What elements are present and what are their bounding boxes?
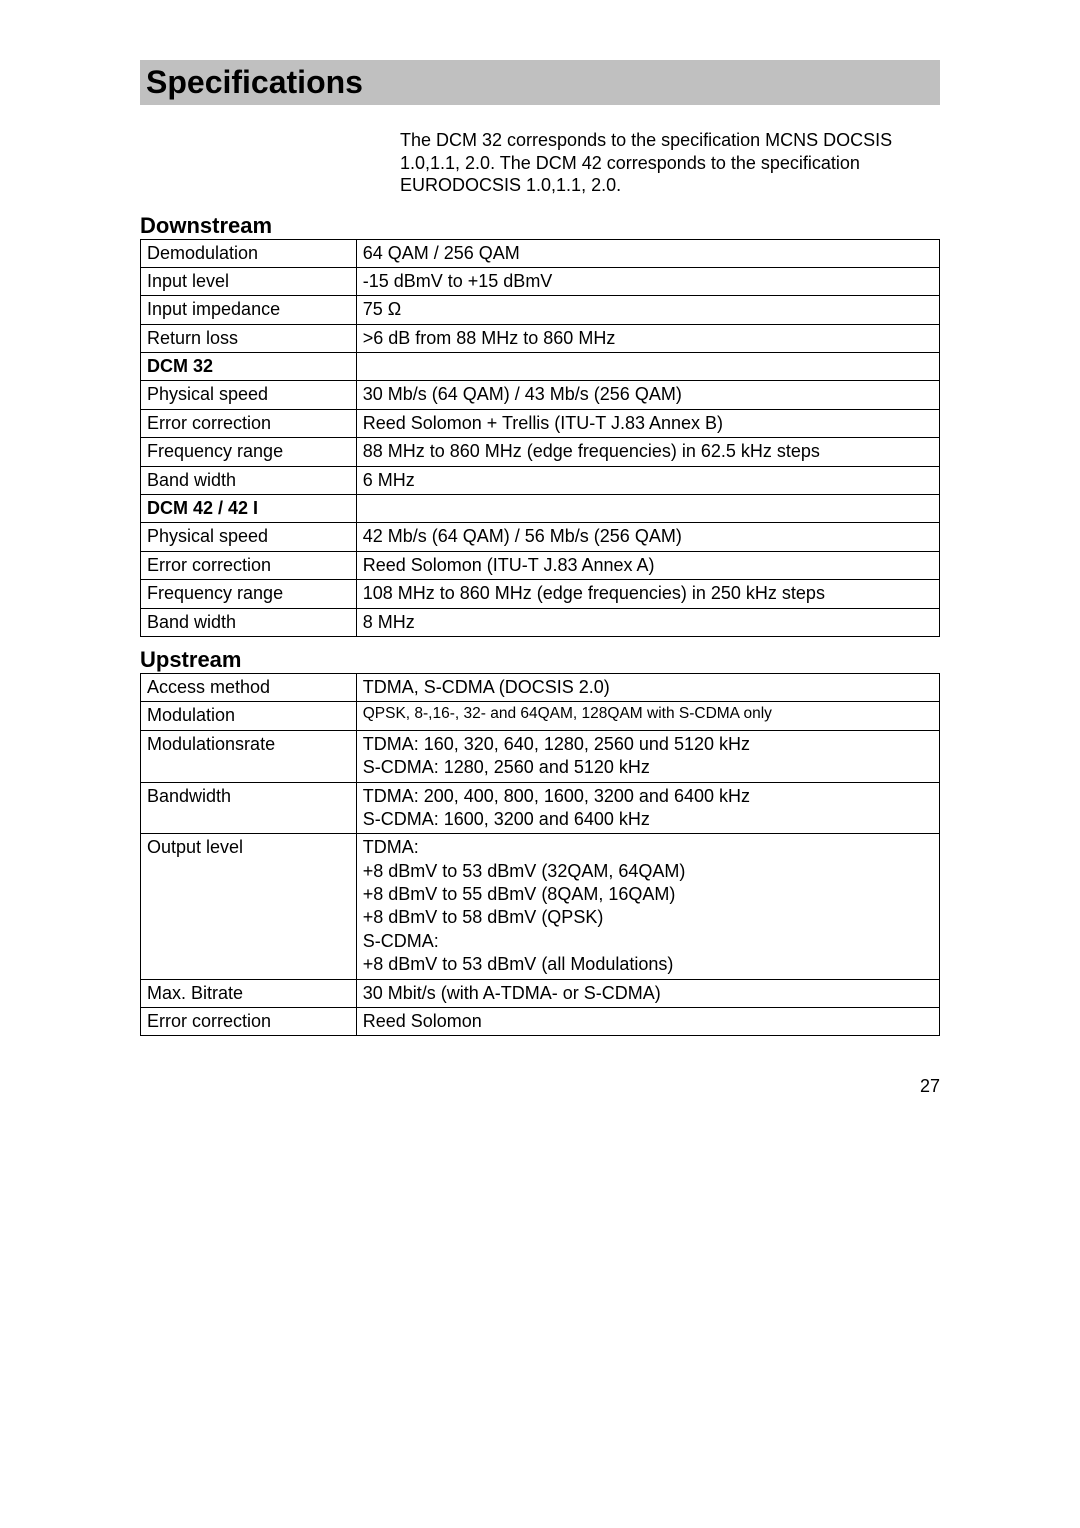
spec-label: Output level [141, 834, 357, 979]
spec-label: Error correction [141, 1008, 357, 1036]
spec-value: TDMA: 200, 400, 800, 1600, 3200 and 6400… [356, 782, 939, 834]
spec-label: Input impedance [141, 296, 357, 324]
upstream-table: Access methodTDMA, S-CDMA (DOCSIS 2.0)Mo… [140, 673, 940, 1036]
table-row: Output levelTDMA: +8 dBmV to 53 dBmV (32… [141, 834, 940, 979]
table-row: ModulationQPSK, 8-,16-, 32- and 64QAM, 1… [141, 702, 940, 730]
table-row: Physical speed42 Mb/s (64 QAM) / 56 Mb/s… [141, 523, 940, 551]
spec-value: >6 dB from 88 MHz to 860 MHz [356, 324, 939, 352]
table-row: Frequency range88 MHz to 860 MHz (edge f… [141, 438, 940, 466]
downstream-heading: Downstream [140, 213, 940, 239]
table-row: DCM 32 [141, 353, 940, 381]
upstream-heading: Upstream [140, 647, 940, 673]
spec-label: Max. Bitrate [141, 979, 357, 1007]
spec-value [356, 353, 939, 381]
table-row: Band width6 MHz [141, 466, 940, 494]
table-row: Error correctionReed Solomon (ITU-T J.83… [141, 551, 940, 579]
spec-label: DCM 42 / 42 I [141, 495, 357, 523]
spec-label: Input level [141, 267, 357, 295]
spec-value: TDMA, S-CDMA (DOCSIS 2.0) [356, 673, 939, 701]
table-row: Max. Bitrate30 Mbit/s (with A-TDMA- or S… [141, 979, 940, 1007]
intro-paragraph: The DCM 32 corresponds to the specificat… [400, 129, 940, 197]
spec-value: 75 Ω [356, 296, 939, 324]
spec-label: Bandwidth [141, 782, 357, 834]
downstream-table: Demodulation64 QAM / 256 QAMInput level-… [140, 239, 940, 637]
page-title: Specifications [140, 60, 940, 105]
table-row: Access methodTDMA, S-CDMA (DOCSIS 2.0) [141, 673, 940, 701]
spec-value: 64 QAM / 256 QAM [356, 239, 939, 267]
spec-label: Modulation [141, 702, 357, 730]
spec-value: 108 MHz to 860 MHz (edge frequencies) in… [356, 580, 939, 608]
spec-label: Error correction [141, 551, 357, 579]
spec-value: 6 MHz [356, 466, 939, 494]
spec-value: Reed Solomon (ITU-T J.83 Annex A) [356, 551, 939, 579]
spec-label: Access method [141, 673, 357, 701]
spec-label: Frequency range [141, 580, 357, 608]
table-row: Error correctionReed Solomon + Trellis (… [141, 409, 940, 437]
spec-value: Reed Solomon [356, 1008, 939, 1036]
table-row: Return loss>6 dB from 88 MHz to 860 MHz [141, 324, 940, 352]
table-row: BandwidthTDMA: 200, 400, 800, 1600, 3200… [141, 782, 940, 834]
spec-label: Error correction [141, 409, 357, 437]
spec-label: DCM 32 [141, 353, 357, 381]
spec-value: 42 Mb/s (64 QAM) / 56 Mb/s (256 QAM) [356, 523, 939, 551]
table-row: Demodulation64 QAM / 256 QAM [141, 239, 940, 267]
table-row: ModulationsrateTDMA: 160, 320, 640, 1280… [141, 730, 940, 782]
table-row: Physical speed30 Mb/s (64 QAM) / 43 Mb/s… [141, 381, 940, 409]
spec-label: Band width [141, 466, 357, 494]
spec-value: 30 Mb/s (64 QAM) / 43 Mb/s (256 QAM) [356, 381, 939, 409]
spec-label: Frequency range [141, 438, 357, 466]
table-row: Input level-15 dBmV to +15 dBmV [141, 267, 940, 295]
spec-value: TDMA: 160, 320, 640, 1280, 2560 und 5120… [356, 730, 939, 782]
spec-label: Modulationsrate [141, 730, 357, 782]
spec-value: 8 MHz [356, 608, 939, 636]
table-row: Error correctionReed Solomon [141, 1008, 940, 1036]
spec-value: 30 Mbit/s (with A-TDMA- or S-CDMA) [356, 979, 939, 1007]
spec-value: QPSK, 8-,16-, 32- and 64QAM, 128QAM with… [356, 702, 939, 730]
table-row: Input impedance75 Ω [141, 296, 940, 324]
spec-value: -15 dBmV to +15 dBmV [356, 267, 939, 295]
spec-value: Reed Solomon + Trellis (ITU-T J.83 Annex… [356, 409, 939, 437]
page-number: 27 [140, 1076, 940, 1097]
spec-value: 88 MHz to 860 MHz (edge frequencies) in … [356, 438, 939, 466]
spec-value [356, 495, 939, 523]
table-row: Band width8 MHz [141, 608, 940, 636]
table-row: Frequency range108 MHz to 860 MHz (edge … [141, 580, 940, 608]
spec-label: Demodulation [141, 239, 357, 267]
spec-label: Band width [141, 608, 357, 636]
table-row: DCM 42 / 42 I [141, 495, 940, 523]
spec-value: TDMA: +8 dBmV to 53 dBmV (32QAM, 64QAM) … [356, 834, 939, 979]
spec-label: Physical speed [141, 381, 357, 409]
spec-label: Physical speed [141, 523, 357, 551]
spec-label: Return loss [141, 324, 357, 352]
